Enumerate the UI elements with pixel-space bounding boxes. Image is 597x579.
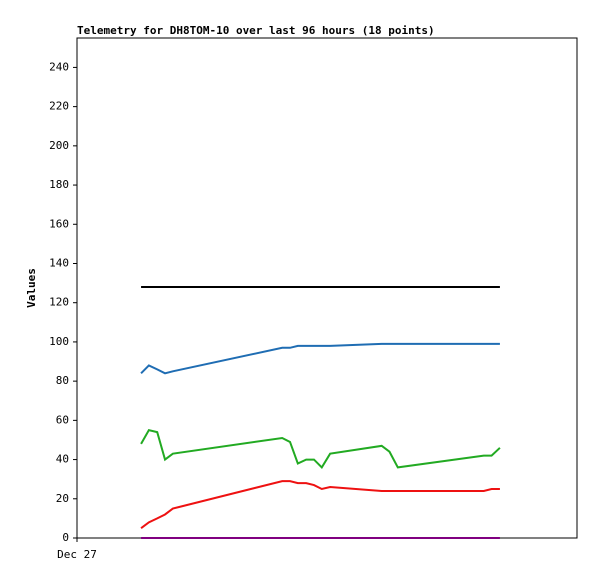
y-tick-label: 160 xyxy=(49,217,69,230)
y-tick-label: 180 xyxy=(49,178,69,191)
y-tick-label: 0 xyxy=(62,531,69,544)
y-tick-label: 80 xyxy=(56,374,69,387)
y-tick-label: 220 xyxy=(49,100,69,113)
y-tick-label: 240 xyxy=(49,60,69,73)
series-line xyxy=(140,480,500,529)
y-tick-label: 140 xyxy=(49,256,69,269)
series-line xyxy=(140,429,501,470)
y-axis-label: Values xyxy=(25,268,38,308)
chart-title: Telemetry for DH8TOM-10 over last 96 hou… xyxy=(77,24,435,37)
y-tick-label: 120 xyxy=(49,296,69,309)
series-line xyxy=(140,342,500,375)
x-tick-label: Dec 27 xyxy=(57,548,97,561)
y-tick-label: 40 xyxy=(56,453,69,466)
y-tick-label: 100 xyxy=(49,335,69,348)
y-tick-label: 60 xyxy=(56,413,69,426)
y-tick-label: 20 xyxy=(56,492,69,505)
y-tick-label: 200 xyxy=(49,139,69,152)
